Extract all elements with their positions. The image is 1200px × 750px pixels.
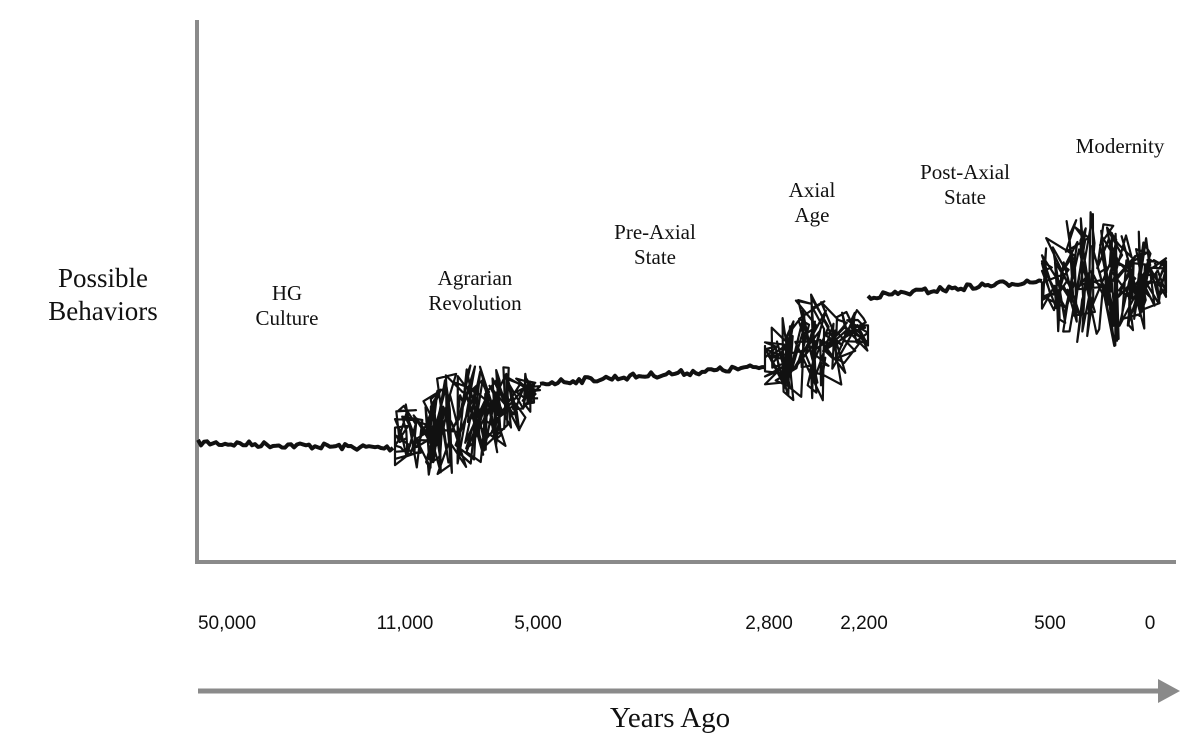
series-segment-pre-axial-state (539, 363, 765, 387)
x-tick-label: 0 (1144, 613, 1156, 634)
phase-label-line: Modernity (1075, 134, 1165, 158)
series-segment-axial-age (763, 293, 870, 402)
y-axis-label-line2: Behaviors (48, 296, 158, 326)
phase-label-line: Pre-Axial (614, 220, 696, 244)
x-tick-label: 500 (1034, 613, 1066, 634)
series-segment-hg-culture (196, 438, 395, 453)
phase-label-line: State (944, 185, 986, 209)
series-segment-post-axial-state (866, 278, 1043, 301)
phase-label-post-axial-state: Post-Axial State (890, 160, 1040, 210)
x-tick-label: 50,000 (197, 613, 257, 634)
y-axis-label: Possible Behaviors (18, 262, 188, 328)
phase-label-agrarian-revolution: Agrarian Revolution (400, 266, 550, 316)
phase-label-line: Agrarian (437, 266, 513, 290)
phase-label-line: Post-Axial (920, 160, 1010, 184)
x-tick-label: 5,000 (514, 613, 562, 634)
y-axis-label-line1: Possible (57, 263, 149, 293)
phase-label-line: Axial (788, 178, 836, 202)
x-axis-label: Years Ago (609, 702, 731, 734)
phase-label-line: HG (271, 281, 303, 305)
series-segment-modernity (1040, 211, 1168, 347)
series-segment-agrarian-revolution (393, 364, 542, 476)
phase-label-line: Culture (255, 306, 319, 330)
phase-label-modernity: Modernity (1050, 134, 1190, 159)
phase-label-hg-culture: HG Culture (222, 281, 352, 331)
phase-label-line: Revolution (428, 291, 522, 315)
phase-label-line: State (634, 245, 676, 269)
x-tick-label: 11,000 (376, 613, 434, 634)
phase-label-pre-axial-state: Pre-Axial State (585, 220, 725, 270)
behavior-series (196, 211, 1168, 476)
phase-label-axial-age: Axial Age (762, 178, 862, 228)
phase-label-line: Age (794, 203, 830, 227)
time-arrow-head (1158, 679, 1180, 703)
x-tick-label: 2,200 (840, 613, 888, 634)
x-tick-label: 2,800 (745, 613, 793, 634)
